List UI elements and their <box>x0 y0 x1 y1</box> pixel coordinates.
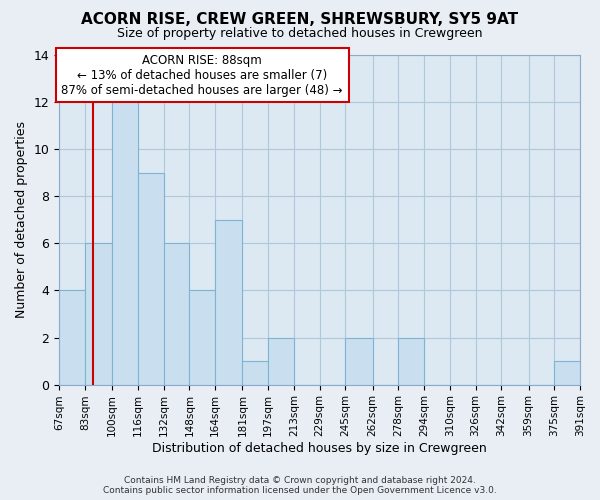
Bar <box>268 338 294 384</box>
X-axis label: Distribution of detached houses by size in Crewgreen: Distribution of detached houses by size … <box>152 442 487 455</box>
Bar <box>112 102 138 385</box>
Bar <box>398 338 424 384</box>
Text: ACORN RISE, CREW GREEN, SHREWSBURY, SY5 9AT: ACORN RISE, CREW GREEN, SHREWSBURY, SY5 … <box>82 12 518 28</box>
Bar <box>215 220 242 384</box>
Bar <box>59 290 85 384</box>
Bar <box>85 244 112 384</box>
Bar <box>345 338 373 384</box>
Text: ACORN RISE: 88sqm
← 13% of detached houses are smaller (7)
87% of semi-detached : ACORN RISE: 88sqm ← 13% of detached hous… <box>61 54 343 96</box>
Bar <box>190 290 215 384</box>
Bar <box>554 361 580 384</box>
Y-axis label: Number of detached properties: Number of detached properties <box>15 122 28 318</box>
Text: Size of property relative to detached houses in Crewgreen: Size of property relative to detached ho… <box>117 28 483 40</box>
Bar <box>164 244 190 384</box>
Text: Contains HM Land Registry data © Crown copyright and database right 2024.
Contai: Contains HM Land Registry data © Crown c… <box>103 476 497 495</box>
Bar <box>242 361 268 384</box>
Bar <box>138 172 164 384</box>
